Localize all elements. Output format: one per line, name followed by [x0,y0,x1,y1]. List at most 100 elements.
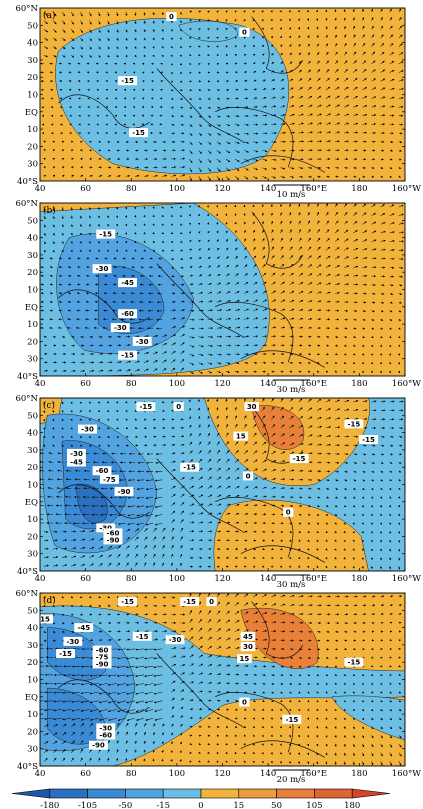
wind-vector [253,88,258,91]
wind-vector [243,10,246,13]
wind-vector [261,18,264,22]
wind-vector [244,79,248,82]
wind-vector [105,62,108,65]
y-tick-label: EQ [25,693,38,703]
wind-vector [353,34,356,39]
wind-vector [125,54,128,58]
wind-vector [344,113,350,117]
scale-label: 10 m/s [277,190,306,200]
contour-label: 0 [166,12,177,22]
y-tick-label: 30 [27,641,38,651]
wind-vector [298,52,301,56]
wind-vector [289,35,292,39]
wind-vector [306,18,310,21]
wind-vector [216,106,221,109]
wind-vector [280,70,284,73]
wind-vector [225,115,231,118]
y-tick-label: 20 [27,73,38,83]
wind-vector [261,36,265,39]
contour-label: -90 [92,659,112,669]
wind-vector [207,115,212,118]
wind-vector [334,43,338,47]
wind-vector [297,9,300,13]
svg-text:-15: -15 [132,129,145,137]
wind-vector [116,29,119,33]
wind-vector [189,115,193,118]
svg-text:-15: -15 [362,436,375,444]
wind-vector [334,60,339,65]
wind-vector [234,19,237,22]
wind-vector [279,35,283,39]
svg-text:-45: -45 [121,279,134,287]
contour-label: -15 [118,597,137,607]
y-tick-label: 60°N [15,394,38,404]
svg-text:15: 15 [236,433,246,441]
wind-vector [125,46,128,50]
wind-vector [344,60,348,65]
wind-vector [398,8,402,13]
wind-vector [252,45,256,48]
wind-vector [389,61,395,65]
wind-vector [325,104,331,108]
wind-vector [180,106,184,109]
wind-vector [344,86,349,91]
wind-vector [98,20,101,25]
wind-vector [207,106,212,109]
wind-vector [107,37,110,42]
wind-vector [298,113,304,117]
wind-vector [335,77,339,82]
wind-vector [335,86,340,91]
wind-vector [143,11,146,16]
wind-vector [171,97,174,100]
colorbar: -180 -105 -50 -15 0 15 50 105 180 [11,788,391,809]
y-tick-label: 30 [27,355,38,365]
wind-vector [361,8,364,13]
wind-vector [134,20,137,25]
wind-vector [143,46,146,49]
wind-vector [307,43,310,47]
colorbar-segment [200,788,240,799]
svg-text:-15: -15 [136,633,149,641]
svg-text:-90: -90 [96,660,109,668]
wind-vector [325,17,328,21]
svg-text:-15: -15 [121,352,134,360]
wind-vector [62,37,66,42]
wind-vector [325,34,328,39]
wind-vector [371,105,377,108]
wind-vector [225,54,229,57]
svg-text:-15: -15 [121,77,134,85]
wind-vector [152,20,155,24]
contour-label: -30 [63,636,83,646]
x-tick-label: 180 [351,769,367,779]
svg-text:-30: -30 [114,324,127,332]
y-tick-label: 50 [27,21,38,31]
contour-label: -15 [180,462,200,472]
panel-label: (c) [43,400,55,411]
wind-vector [398,88,404,91]
wind-vector [234,45,237,48]
svg-text:-30: -30 [81,426,94,434]
wind-vector [380,51,385,56]
wind-vector [362,96,368,99]
wind-vector [380,8,383,13]
wind-vector [198,97,202,100]
x-tick-label: 40 [35,769,46,779]
x-tick-label: 60 [80,769,91,779]
wind-vector [289,105,295,108]
wind-vector [252,36,255,39]
wind-vector [344,43,347,47]
wind-vector [261,44,265,48]
wind-vector [398,34,403,39]
svg-text:30: 30 [247,403,257,411]
wind-vector [262,88,267,91]
contour-label: 0 [239,697,250,707]
wind-vector [152,29,155,33]
wind-vector [252,19,255,22]
wind-vector [52,29,57,33]
wind-vector [161,29,164,32]
wind-vector [298,78,303,82]
contour-label: 15 [237,654,252,664]
contour-label: -45 [118,278,137,288]
wind-vector [152,46,155,49]
